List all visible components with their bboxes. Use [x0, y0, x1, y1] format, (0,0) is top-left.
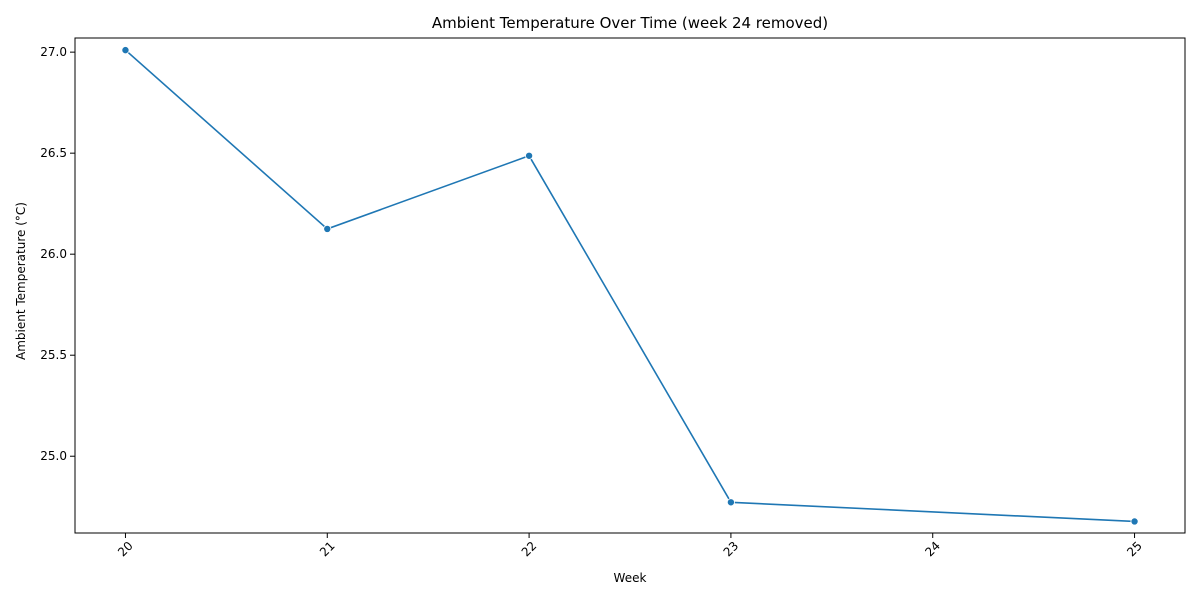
x-axis-label: Week	[614, 571, 647, 585]
y-axis: 25.0 25.5 26.0 26.5 27.0	[40, 45, 75, 463]
data-point	[121, 46, 130, 55]
chart-title: Ambient Temperature Over Time (week 24 r…	[432, 14, 828, 32]
data-point	[1130, 517, 1139, 526]
y-tick-label: 26.0	[40, 247, 67, 261]
x-tick-label: 25	[1124, 539, 1145, 560]
data-point	[726, 498, 735, 507]
series-line	[124, 49, 1135, 523]
plot-frame	[74, 37, 1186, 534]
x-axis: 20 21 22 23 24 25	[115, 533, 1145, 559]
y-axis-label: Ambient Temperature (°C)	[14, 202, 28, 360]
data-point	[323, 224, 332, 233]
x-tick-label: 24	[922, 539, 943, 560]
y-tick-label: 25.5	[40, 348, 67, 362]
x-tick-label: 22	[519, 539, 540, 560]
y-tick-label: 25.0	[40, 449, 67, 463]
x-tick-label: 23	[721, 539, 742, 560]
plot-area	[121, 46, 1139, 526]
y-tick-label: 26.5	[40, 146, 67, 160]
y-tick-label: 27.0	[40, 45, 67, 59]
data-point	[525, 151, 534, 160]
x-tick-label: 20	[115, 539, 136, 560]
x-tick-label: 21	[317, 539, 338, 560]
